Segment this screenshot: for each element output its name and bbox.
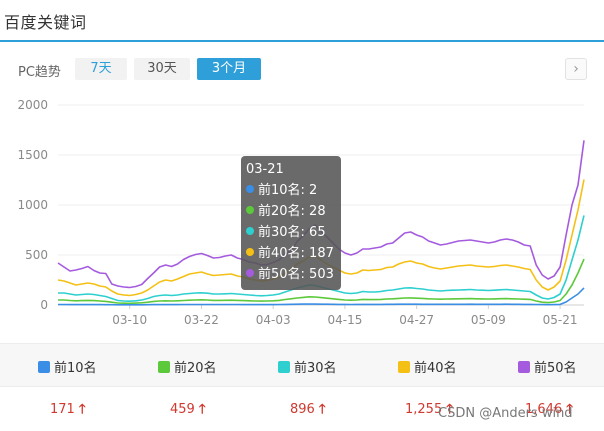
watermark-text: CSDN @Anders wind [438, 406, 573, 421]
tooltip-row-top30: 前30名: 65 [246, 222, 341, 243]
arrow-up-icon: 🡑 [78, 402, 86, 417]
legend-item-top40[interactable]: 前40名 [398, 357, 457, 376]
chart-legend: 前10名 前20名 前30名 前40名 前50名 [0, 343, 604, 387]
value-top10: 171 🡑 [50, 400, 86, 422]
y-tick-label: 500 [25, 248, 48, 262]
range-7d-button[interactable]: 7天 [75, 58, 127, 80]
tooltip-row-top40: 前40名: 187 [246, 243, 341, 264]
value-number: 1,646 [525, 402, 563, 417]
tooltip-value: 前30名: 65 [258, 225, 326, 240]
legend-label: 前10名 [54, 361, 97, 376]
value-top50: 1,646 🡑 [525, 400, 573, 422]
series-dot-icon [246, 185, 254, 193]
tooltip-row-top10: 前10名: 2 [246, 180, 341, 201]
y-tick-label: 0 [40, 298, 48, 312]
legend-item-top50[interactable]: 前50名 [518, 357, 577, 376]
value-top20: 459 🡑 [170, 400, 206, 422]
tooltip-value: 前50名: 503 [258, 267, 334, 282]
tooltip-row-top50: 前50名: 503 [246, 264, 341, 285]
x-tick-label: 04-03 [256, 313, 291, 327]
section-title: 百度关键词 [4, 13, 87, 32]
y-tick-label: 1000 [17, 198, 48, 212]
legend-label: 前50名 [534, 361, 577, 376]
value-top40: 1,255 🡑 [405, 400, 453, 422]
series-dot-icon [246, 206, 254, 214]
series-dot-icon [246, 269, 254, 277]
range-30d-button[interactable]: 30天 [134, 58, 190, 80]
tooltip-row-top20: 前20名: 28 [246, 201, 341, 222]
arrow-up-icon: 🡑 [318, 402, 326, 417]
series-line-前20名 [58, 258, 585, 305]
chart-tooltip: 03-21 前10名: 2 前20名: 28 前30名: 65 前40名: 18… [241, 156, 341, 290]
x-tick-label: 05-09 [471, 313, 506, 327]
value-number: 459 [170, 402, 195, 417]
tooltip-value: 前40名: 187 [258, 246, 334, 261]
x-tick-label: 04-15 [327, 313, 362, 327]
value-number: 1,255 [405, 402, 443, 417]
latest-values-row: 171 🡑 459 🡑 896 🡑 1,255 🡑 1,646 🡑 [0, 388, 604, 430]
arrow-up-icon: 🡑 [446, 402, 453, 417]
tooltip-value: 前10名: 2 [258, 183, 318, 198]
legend-label: 前20名 [174, 361, 217, 376]
legend-item-top20[interactable]: 前20名 [158, 357, 217, 376]
tooltip-date: 03-21 [246, 162, 284, 177]
legend-swatch-icon [278, 361, 290, 373]
value-number: 171 [50, 402, 75, 417]
value-number: 896 [290, 402, 315, 417]
legend-swatch-icon [398, 361, 410, 373]
pc-trend-label: PC趋势 [18, 65, 61, 80]
legend-swatch-icon [518, 361, 530, 373]
x-tick-label: 03-10 [112, 313, 147, 327]
x-tick-label: 05-21 [543, 313, 578, 327]
x-tick-label: 03-22 [184, 313, 219, 327]
legend-label: 前30名 [294, 361, 337, 376]
section-header: 百度关键词 [0, 0, 604, 42]
tooltip-value: 前20名: 28 [258, 204, 326, 219]
series-dot-icon [246, 227, 254, 235]
legend-swatch-icon [38, 361, 50, 373]
range-3m-button[interactable]: 3个月 [197, 58, 261, 80]
y-tick-label: 2000 [17, 98, 48, 112]
legend-label: 前40名 [414, 361, 457, 376]
legend-item-top30[interactable]: 前30名 [278, 357, 337, 376]
trend-line-chart: 0 500 1000 1500 2000 03-10 03-22 04-03 04-15 04-2… [17, 98, 585, 327]
legend-item-top10[interactable]: 前10名 [38, 357, 97, 376]
series-dot-icon [246, 248, 254, 256]
arrow-up-icon: 🡑 [198, 402, 206, 417]
chart-toolbar: PC趋势 7天 30天 3个月 › [0, 58, 604, 84]
x-tick-label: 04-27 [399, 313, 434, 327]
arrow-up-icon: 🡑 [566, 402, 573, 417]
y-tick-label: 1500 [17, 148, 48, 162]
legend-swatch-icon [158, 361, 170, 373]
chevron-right-icon[interactable]: › [565, 58, 587, 80]
series-line-前10名 [58, 287, 585, 306]
value-top30: 896 🡑 [290, 400, 326, 422]
